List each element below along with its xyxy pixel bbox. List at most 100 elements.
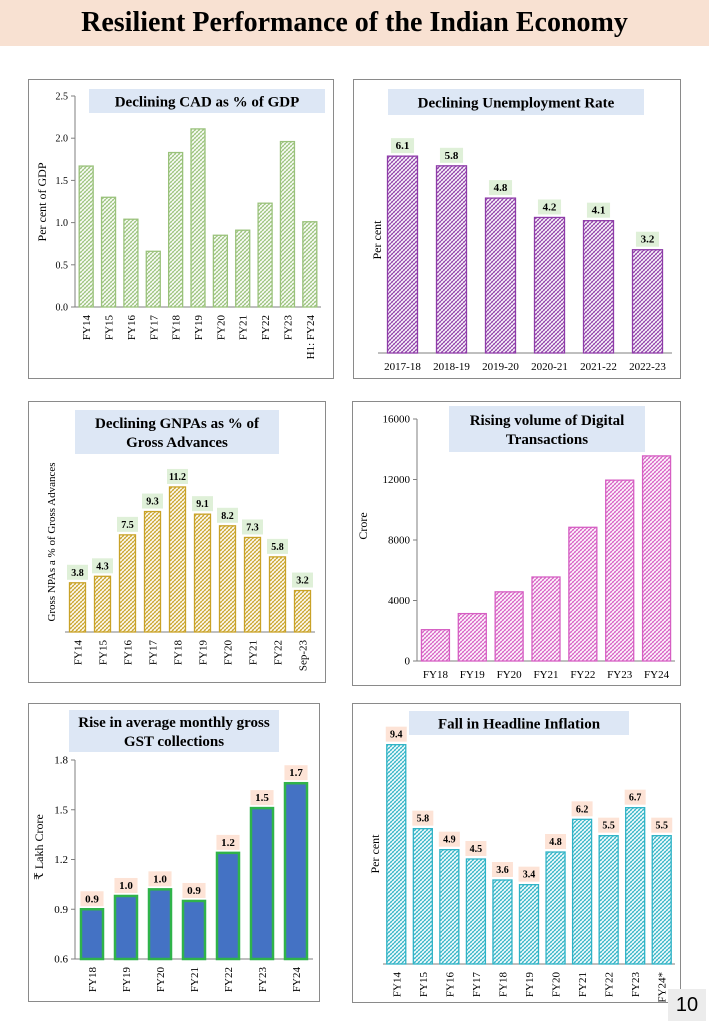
- x-tick-label: FY19: [193, 315, 205, 341]
- bar-fy22: [215, 851, 241, 961]
- data-label-bg: [545, 834, 567, 849]
- bar-fy20: [545, 851, 566, 965]
- y-tick-label: 8000: [388, 535, 411, 547]
- chart-title: Rising volume of Digital: [470, 413, 625, 429]
- y-tick-label: 1.5: [56, 176, 69, 187]
- bar-fy19: [113, 894, 139, 961]
- bar-2017-18: [386, 155, 419, 354]
- data-label: 1.5: [255, 792, 269, 804]
- data-label: 4.2: [543, 201, 557, 213]
- x-tick-label: FY17: [471, 972, 483, 998]
- data-label-bg: [250, 790, 274, 806]
- digital-chart-panel: 0 4000 8000 12000 16000 Crore FY18 FY19 FY20 FY21…: [352, 401, 681, 686]
- x-tick-label: FY19: [524, 972, 536, 998]
- x-tick-label: FY22: [260, 315, 272, 340]
- data-label-bg: [537, 199, 562, 215]
- bar-fy22: [598, 835, 619, 965]
- chart-title-bg: [89, 89, 325, 113]
- chart-title: Rise in average monthly gross: [78, 715, 270, 731]
- unemployment-chart: Per cent 2017-18 6.1 2018-19 5.8 2019-20 4.8 20…: [370, 89, 672, 373]
- data-label-bg: [439, 147, 464, 163]
- data-label: 7.3: [246, 522, 259, 533]
- x-tick-label: FY23: [630, 972, 642, 998]
- chart-title: Gross Advances: [126, 435, 228, 451]
- chart-title: GST collections: [124, 734, 224, 750]
- bar-2022-23: [631, 249, 664, 354]
- x-tick-label: FY21: [248, 640, 260, 665]
- bar-h1-fy24: [302, 221, 318, 308]
- y-tick-label: 0.0: [56, 303, 69, 314]
- y-tick-label: 1.5: [54, 804, 68, 816]
- data-label: 1.0: [119, 880, 133, 892]
- chart-title-bg: [388, 89, 644, 115]
- data-label: 3.2: [296, 576, 309, 587]
- data-label-bg: [217, 507, 238, 523]
- bar-fy21: [571, 818, 593, 965]
- data-label: 4.3: [96, 561, 109, 572]
- bar-fy14: [78, 165, 94, 308]
- bar-2019-20: [484, 197, 517, 354]
- data-label: 9.3: [146, 497, 159, 508]
- data-label: 8.2: [221, 511, 234, 522]
- bar-fy20: [147, 888, 173, 961]
- page-title-banner: Resilient Performance of the Indian Econ…: [0, 0, 709, 46]
- bar-fy16: [118, 534, 137, 633]
- x-tick-label: FY18: [173, 640, 185, 666]
- bar-fy24-: [651, 835, 672, 965]
- bar-fy23: [249, 806, 275, 961]
- data-label: 4.1: [592, 205, 606, 217]
- x-tick-label: FY18: [497, 972, 509, 998]
- data-label-bg: [385, 726, 407, 742]
- x-tick-label: 2022-23: [629, 361, 666, 373]
- gst-chart-panel: 0.6 0.9 1.2 1.5 1.8 ₹ Lakh Crore FY18 0.9 FY19 1.…: [28, 703, 320, 1002]
- cad-chart-panel: 0.0 0.5 1.0 1.5 2.0 2.5 Per cent of GDP FY14 FY1…: [28, 79, 334, 379]
- bar-fy21: [531, 576, 561, 662]
- data-label-bg: [651, 817, 673, 833]
- bar-fy18: [420, 629, 451, 662]
- data-label-bg: [488, 180, 513, 196]
- x-tick-label: 2020-21: [531, 361, 568, 373]
- gst-chart: 0.6 0.9 1.2 1.5 1.8 ₹ Lakh Crore FY18 0.9 FY19 1.…: [32, 710, 313, 993]
- bar-2018-19: [435, 165, 468, 354]
- bar-fy19: [457, 612, 487, 662]
- x-tick-label: 2021-22: [580, 361, 617, 373]
- data-label: 1.2: [221, 837, 235, 849]
- chart-title: Declining GNPAs as % of: [95, 416, 260, 432]
- x-tick-label: FY18: [171, 315, 183, 341]
- x-tick-label: H1: FY24: [305, 315, 317, 360]
- bar-fy19: [193, 513, 212, 633]
- x-tick-label: FY19: [198, 640, 210, 666]
- bar-fy22: [257, 202, 273, 308]
- data-label: 1.7: [289, 767, 303, 779]
- y-tick-label: 1.0: [56, 218, 69, 229]
- x-tick-label: FY20: [155, 967, 167, 993]
- inflation-chart: Per cent FY14 9.4 FY15 5.8 FY16 4.9 FY17 4.5 FY18…: [368, 711, 675, 1002]
- data-label-bg: [142, 493, 163, 509]
- x-tick-label: FY18: [87, 967, 99, 993]
- bar-fy18: [492, 879, 513, 965]
- page-number: 10: [668, 989, 706, 1021]
- data-label: 4.9: [443, 835, 456, 846]
- data-label: 3.4: [523, 870, 536, 881]
- data-label: 3.8: [71, 568, 84, 579]
- bar-sep-23: [293, 589, 312, 633]
- y-axis-label: Gross NPAs a % of Gross Advances: [46, 462, 58, 621]
- data-label: 4.8: [549, 837, 562, 848]
- data-label-bg: [518, 866, 540, 882]
- bar-fy20: [218, 525, 237, 633]
- x-tick-label: FY16: [444, 972, 456, 998]
- bar-2021-22: [582, 220, 615, 354]
- data-label-bg: [412, 810, 434, 826]
- data-label: 9.4: [390, 730, 403, 741]
- data-label: 5.8: [271, 542, 284, 553]
- data-label-bg: [635, 231, 660, 247]
- data-label: 5.5: [602, 821, 615, 832]
- bar-fy16: [439, 849, 460, 965]
- x-tick-label: FY14: [391, 972, 403, 998]
- x-tick-label: FY14: [73, 640, 85, 666]
- gnpa-chart: Gross NPAs a % of Gross Advances FY14 3.8 F…: [46, 410, 315, 671]
- chart-title: Declining Unemployment Rate: [418, 96, 615, 112]
- x-tick-label: FY17: [148, 640, 160, 666]
- chart-title-bg: [69, 710, 279, 752]
- bar-fy19: [518, 884, 540, 965]
